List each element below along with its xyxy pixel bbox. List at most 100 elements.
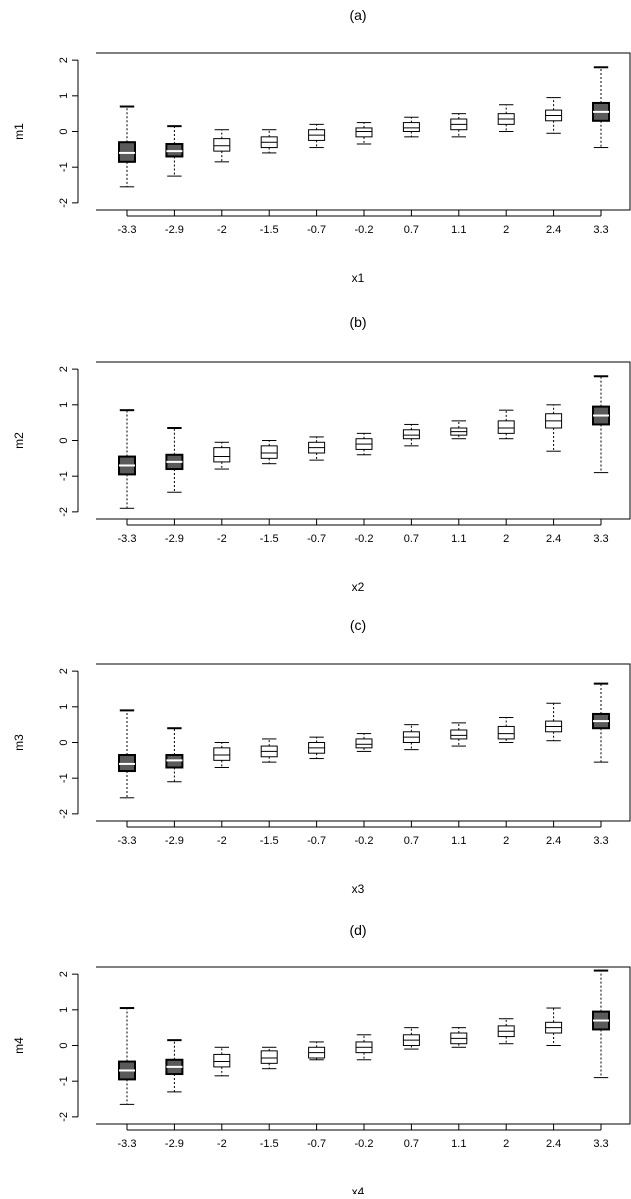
box--0.7 [308, 736, 326, 760]
x-tick-label: -1.5 [260, 1138, 279, 1150]
x-tick-label: 1.1 [451, 835, 466, 847]
y-tick-label: 0 [58, 128, 70, 134]
box--0.2 [355, 733, 373, 752]
box-3.3 [592, 66, 610, 149]
x-tick-label: -2 [217, 224, 227, 236]
box--2 [213, 1046, 231, 1077]
panel-4: (d) -2 -1 0 1 2 m4 -3.3 -2.9 -2 -1.5 -0.7 -0.2 0.7 1.1… [12, 922, 631, 1199]
box-2.4 [545, 97, 563, 134]
box-body [450, 729, 468, 740]
box-body [402, 122, 420, 132]
x-tick-label: -0.7 [307, 835, 326, 847]
box-2 [497, 1018, 515, 1045]
y-tick-label: 1 [58, 704, 70, 710]
box-2 [497, 717, 515, 743]
x-tick-label: 2 [503, 224, 509, 236]
y-tick-label: -2 [58, 809, 70, 819]
box-2 [497, 409, 515, 440]
box--0.7 [308, 123, 326, 149]
x-tick-label: -2.9 [165, 224, 184, 236]
box-2.4 [545, 404, 563, 452]
box-body [260, 1050, 278, 1064]
box-body [260, 445, 278, 459]
y-tick-label: -1 [58, 162, 70, 172]
x-tick-label: -2.9 [165, 533, 184, 545]
box-body [497, 420, 515, 434]
x-axis-label: x4 [352, 1185, 365, 1194]
y-tick-label: -2 [58, 198, 70, 208]
y-tick-label: 1 [58, 93, 70, 99]
y-tick-label: -2 [58, 1112, 70, 1122]
x-tick-label: -0.2 [355, 533, 374, 545]
box-2.4 [545, 1007, 563, 1046]
box-body [497, 725, 515, 740]
box--3.3 [118, 1007, 136, 1105]
x-tick-label: -3.3 [118, 1138, 137, 1150]
y-tick-label: 2 [58, 57, 70, 63]
x-tick-label: -0.7 [307, 224, 326, 236]
box--2.9 [165, 125, 184, 177]
y-axis-label: m2 [12, 432, 26, 449]
box--2.9 [165, 1039, 184, 1093]
panel-1: (a) -2 -1 0 1 2 m1 -3.3 -2.9 -2 -1.5 -0.7 -0.2 0.7 1.1… [12, 7, 631, 285]
panel-2: (b) -2 -1 0 1 2 m2 -3.3 -2.9 -2 -1.5 -0.7 -0.2 0.7 1.1… [12, 314, 631, 594]
box--2.9 [165, 427, 184, 493]
box--1.5 [260, 1046, 278, 1070]
panel-title: (a) [349, 7, 366, 23]
y-tick-label: 1 [58, 1007, 70, 1013]
box--2.9 [165, 727, 184, 783]
box-0.7 [402, 116, 420, 138]
x-tick-label: 3.3 [593, 1138, 608, 1150]
x-tick-label: -2.9 [165, 835, 184, 847]
x-tick-label: -2 [217, 1138, 227, 1150]
panel-title: (c) [350, 617, 366, 633]
x-tick-label: 1.1 [451, 533, 466, 545]
box--0.2 [355, 122, 373, 145]
x-tick-label: 2 [503, 533, 509, 545]
x-tick-label: 2.4 [546, 533, 561, 545]
box--2 [213, 742, 231, 768]
x-tick-label: 2 [503, 1138, 509, 1150]
box-0.7 [402, 1027, 420, 1050]
box--3.3 [118, 105, 136, 188]
x-tick-label: 2.4 [546, 835, 561, 847]
plot-frame [96, 663, 631, 822]
y-tick-label: 2 [58, 366, 70, 372]
box-body [213, 747, 231, 761]
y-tick-label: 0 [58, 739, 70, 745]
x-tick-label: 0.7 [404, 1138, 419, 1150]
x-tick-label: -3.3 [118, 835, 137, 847]
x-tick-label: -3.3 [118, 224, 137, 236]
x-tick-label: -3.3 [118, 533, 137, 545]
x-tick-label: 2.4 [546, 224, 561, 236]
panel-title: (d) [349, 922, 366, 938]
plot-frame [96, 52, 631, 211]
x-tick-label: -0.7 [307, 1138, 326, 1150]
x-tick-label: -2 [217, 835, 227, 847]
box--3.3 [118, 709, 136, 799]
x-tick-label: 0.7 [404, 224, 419, 236]
box-2.4 [545, 702, 563, 742]
x-tick-label: -0.2 [355, 835, 374, 847]
y-tick-label: -1 [58, 773, 70, 783]
panel-3: (c) -2 -1 0 1 2 m3 -3.3 -2.9 -2 -1.5 -0.7 -0.2 0.7 1.1… [12, 617, 631, 896]
x-tick-label: 1.1 [451, 224, 466, 236]
box-3.3 [592, 682, 610, 763]
box--1.5 [260, 738, 278, 763]
box--2 [213, 129, 231, 163]
box-body [213, 1053, 231, 1068]
y-tick-label: 0 [58, 437, 70, 443]
box--3.3 [118, 409, 136, 509]
y-tick-label: 0 [58, 1042, 70, 1048]
y-tick-label: 1 [58, 402, 70, 408]
box-body [402, 429, 420, 440]
x-tick-label: -1.5 [260, 835, 279, 847]
y-tick-label: 2 [58, 668, 70, 674]
box--0.2 [355, 1034, 373, 1061]
y-tick-label: -1 [58, 1076, 70, 1086]
box-body [213, 138, 231, 152]
x-tick-label: 1.1 [451, 1138, 466, 1150]
box-0.7 [402, 423, 420, 447]
